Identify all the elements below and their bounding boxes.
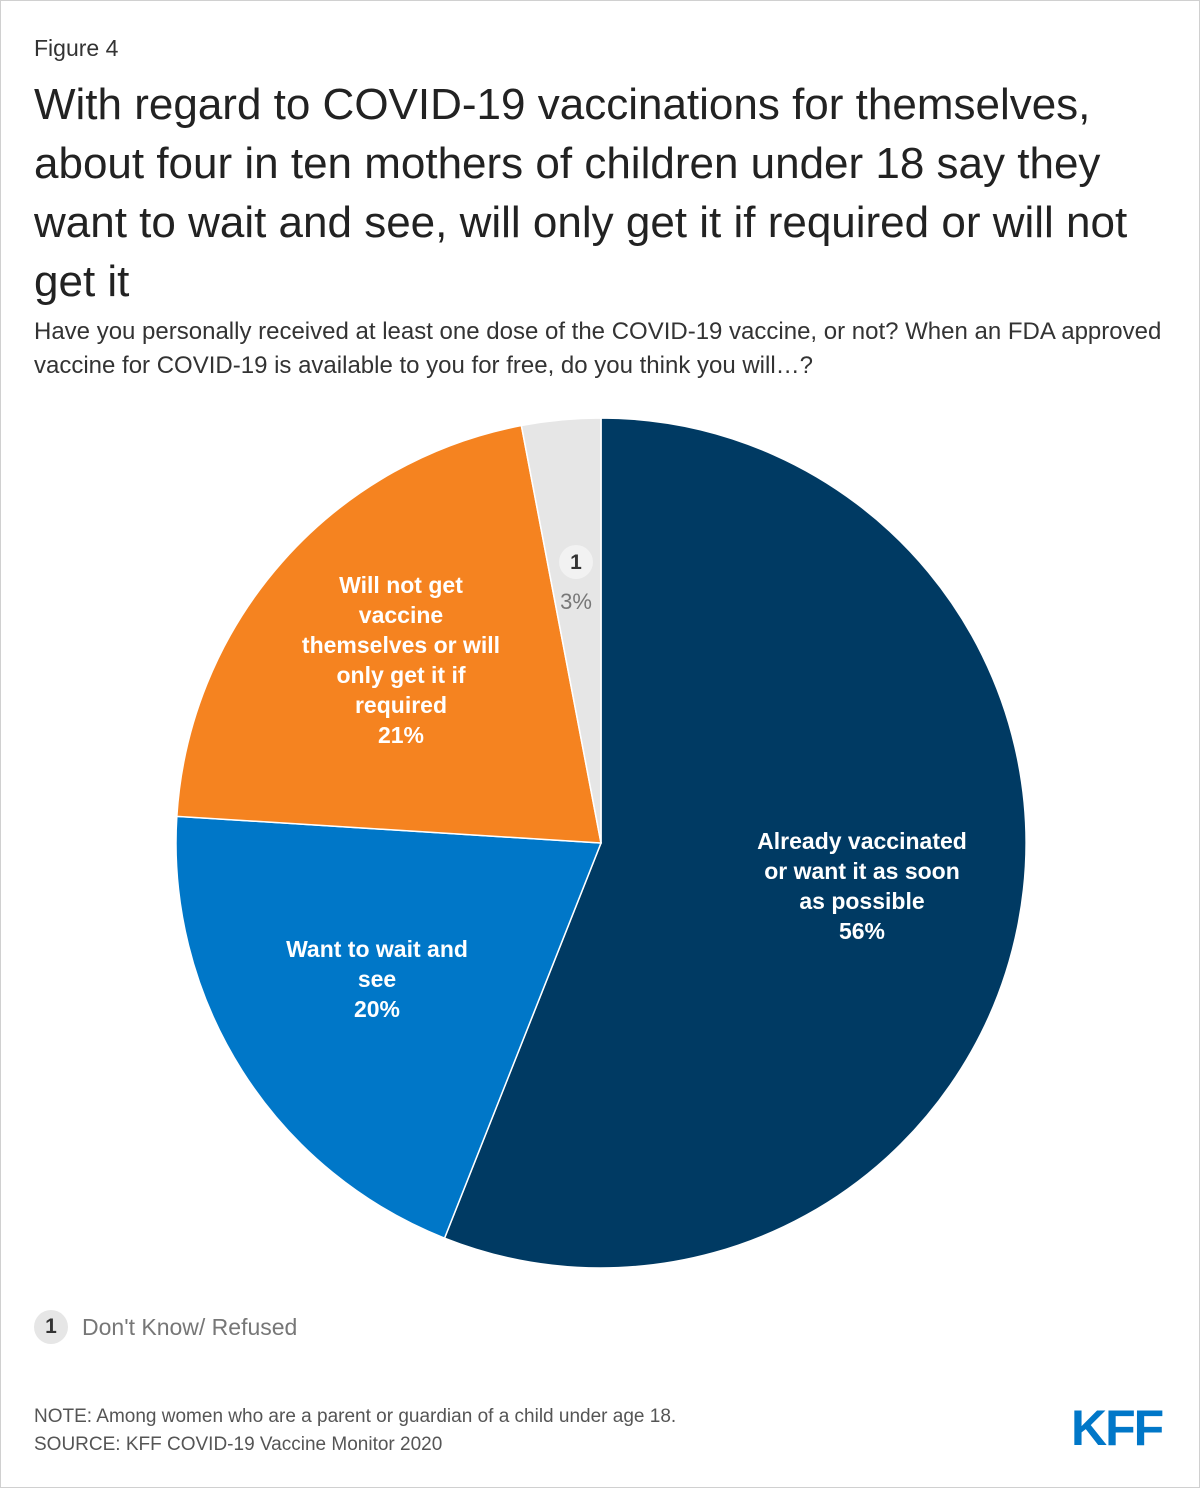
- pie-slice: [175, 815, 603, 1240]
- pie-slice: [176, 424, 602, 844]
- legend: 1 Don't Know/ Refused: [34, 1310, 297, 1344]
- legend-text: Don't Know/ Refused: [82, 1313, 298, 1340]
- figure-label: Figure 4: [34, 35, 119, 61]
- chart-title: With regard to COVID-19 vaccinations for…: [34, 80, 1128, 306]
- slice-name-line: required: [355, 692, 447, 718]
- source-text: SOURCE: KFF COVID-19 Vaccine Monitor 202…: [34, 1434, 443, 1455]
- slice-name-line: themselves or will: [302, 632, 500, 658]
- slice-name-line: as possible: [799, 888, 924, 914]
- pie-slice: [520, 417, 602, 844]
- note-text: NOTE: Among women who are a parent or gu…: [34, 1406, 677, 1427]
- slice-value-label: 21%: [378, 722, 424, 748]
- slice-name-line: Already vaccinated: [757, 828, 967, 854]
- slice-label: Already vaccinated or want it as soon as p…: [757, 828, 967, 944]
- legend-badge: 1: [34, 1310, 68, 1344]
- slice-name-line: vaccine: [359, 602, 443, 628]
- kff-logo: KFF: [1071, 1400, 1164, 1456]
- slice-label: Want to wait and see 20%: [286, 936, 468, 1022]
- slice-label: Will not get vaccine themselves or will onl…: [302, 572, 500, 748]
- pie-slice: [443, 417, 1027, 1269]
- slice-name-line: or want it as soon: [764, 858, 960, 884]
- slice-value-label: 56%: [839, 918, 885, 944]
- slice-name-line: Want to wait and: [286, 936, 468, 962]
- slice-name-line: Will not get: [339, 572, 463, 598]
- slice-name-line: see: [358, 966, 396, 992]
- slice-badge-number: 1: [570, 551, 582, 574]
- slice-badge: [559, 545, 593, 579]
- slice-value-label: 3%: [560, 589, 592, 614]
- slice-name-line: only get it if: [336, 662, 465, 688]
- slice-value-label: 20%: [354, 996, 400, 1022]
- chart-subtitle: Have you personally received at least on…: [34, 318, 1162, 379]
